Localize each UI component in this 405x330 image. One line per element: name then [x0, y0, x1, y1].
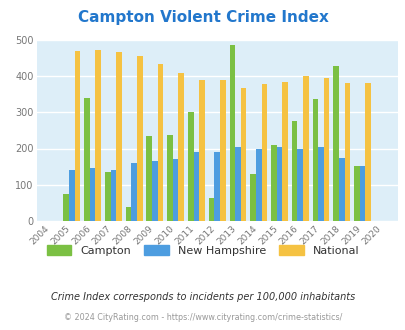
Text: © 2024 CityRating.com - https://www.cityrating.com/crime-statistics/: © 2024 CityRating.com - https://www.city… [64, 313, 341, 322]
Bar [84, 98, 90, 221]
Bar [152, 161, 157, 221]
Bar [261, 84, 266, 221]
Bar [297, 148, 303, 221]
Bar [90, 168, 95, 221]
Bar [116, 51, 121, 221]
Bar [126, 207, 131, 221]
Bar [75, 51, 80, 221]
Bar [303, 76, 308, 221]
Bar [359, 166, 364, 221]
Bar [173, 159, 178, 221]
Bar [220, 80, 225, 221]
Bar [167, 135, 173, 221]
Bar [199, 80, 205, 221]
Bar [281, 82, 287, 221]
Bar [69, 170, 75, 221]
Bar [178, 73, 183, 221]
Bar [146, 136, 152, 221]
Bar [193, 152, 199, 221]
Bar [229, 45, 234, 221]
Bar [333, 66, 338, 221]
Bar [63, 194, 69, 221]
Bar [276, 147, 281, 221]
Bar [234, 147, 240, 221]
Bar [240, 87, 246, 221]
Bar [291, 121, 297, 221]
Bar [214, 152, 220, 221]
Bar [364, 83, 370, 221]
Bar [323, 78, 328, 221]
Bar [255, 148, 261, 221]
Bar [208, 197, 214, 221]
Bar [157, 64, 163, 221]
Legend: Campton, New Hampshire, National: Campton, New Hampshire, National [45, 243, 360, 258]
Bar [250, 174, 255, 221]
Bar [105, 172, 110, 221]
Text: Crime Index corresponds to incidents per 100,000 inhabitants: Crime Index corresponds to incidents per… [51, 292, 354, 302]
Bar [188, 112, 193, 221]
Bar [271, 145, 276, 221]
Bar [110, 170, 116, 221]
Bar [136, 56, 142, 221]
Bar [338, 157, 344, 221]
Bar [318, 148, 323, 221]
Text: Campton Violent Crime Index: Campton Violent Crime Index [77, 10, 328, 25]
Bar [344, 83, 350, 221]
Bar [95, 50, 101, 221]
Bar [312, 99, 318, 221]
Bar [353, 166, 359, 221]
Bar [131, 163, 136, 221]
